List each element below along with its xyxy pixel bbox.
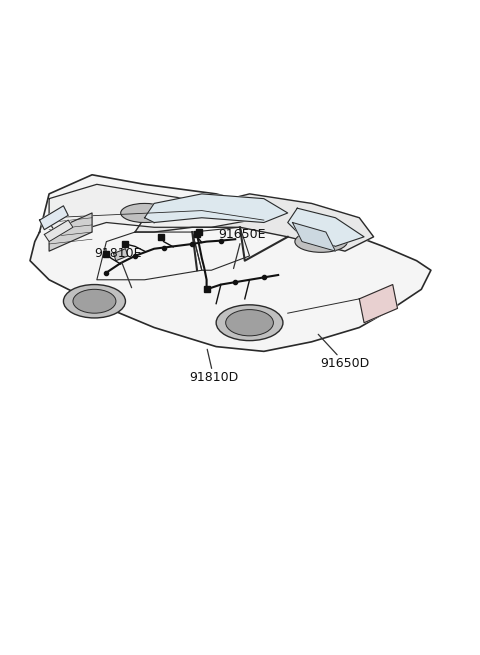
Ellipse shape <box>295 231 348 252</box>
Polygon shape <box>39 206 68 230</box>
Polygon shape <box>114 249 128 261</box>
Ellipse shape <box>73 290 116 313</box>
Polygon shape <box>360 284 397 323</box>
Polygon shape <box>292 223 336 251</box>
Polygon shape <box>144 194 288 223</box>
Ellipse shape <box>216 305 283 341</box>
Polygon shape <box>135 194 373 251</box>
Ellipse shape <box>226 310 274 336</box>
Polygon shape <box>288 208 364 246</box>
Ellipse shape <box>63 284 125 318</box>
Text: 91810D: 91810D <box>189 349 239 384</box>
Polygon shape <box>49 213 92 251</box>
Polygon shape <box>30 175 431 351</box>
Ellipse shape <box>120 204 168 223</box>
Text: 91650E: 91650E <box>218 228 266 269</box>
Text: 91650D: 91650D <box>318 334 370 370</box>
Polygon shape <box>49 184 264 237</box>
Text: 91810E: 91810E <box>95 247 142 288</box>
Polygon shape <box>44 220 73 242</box>
